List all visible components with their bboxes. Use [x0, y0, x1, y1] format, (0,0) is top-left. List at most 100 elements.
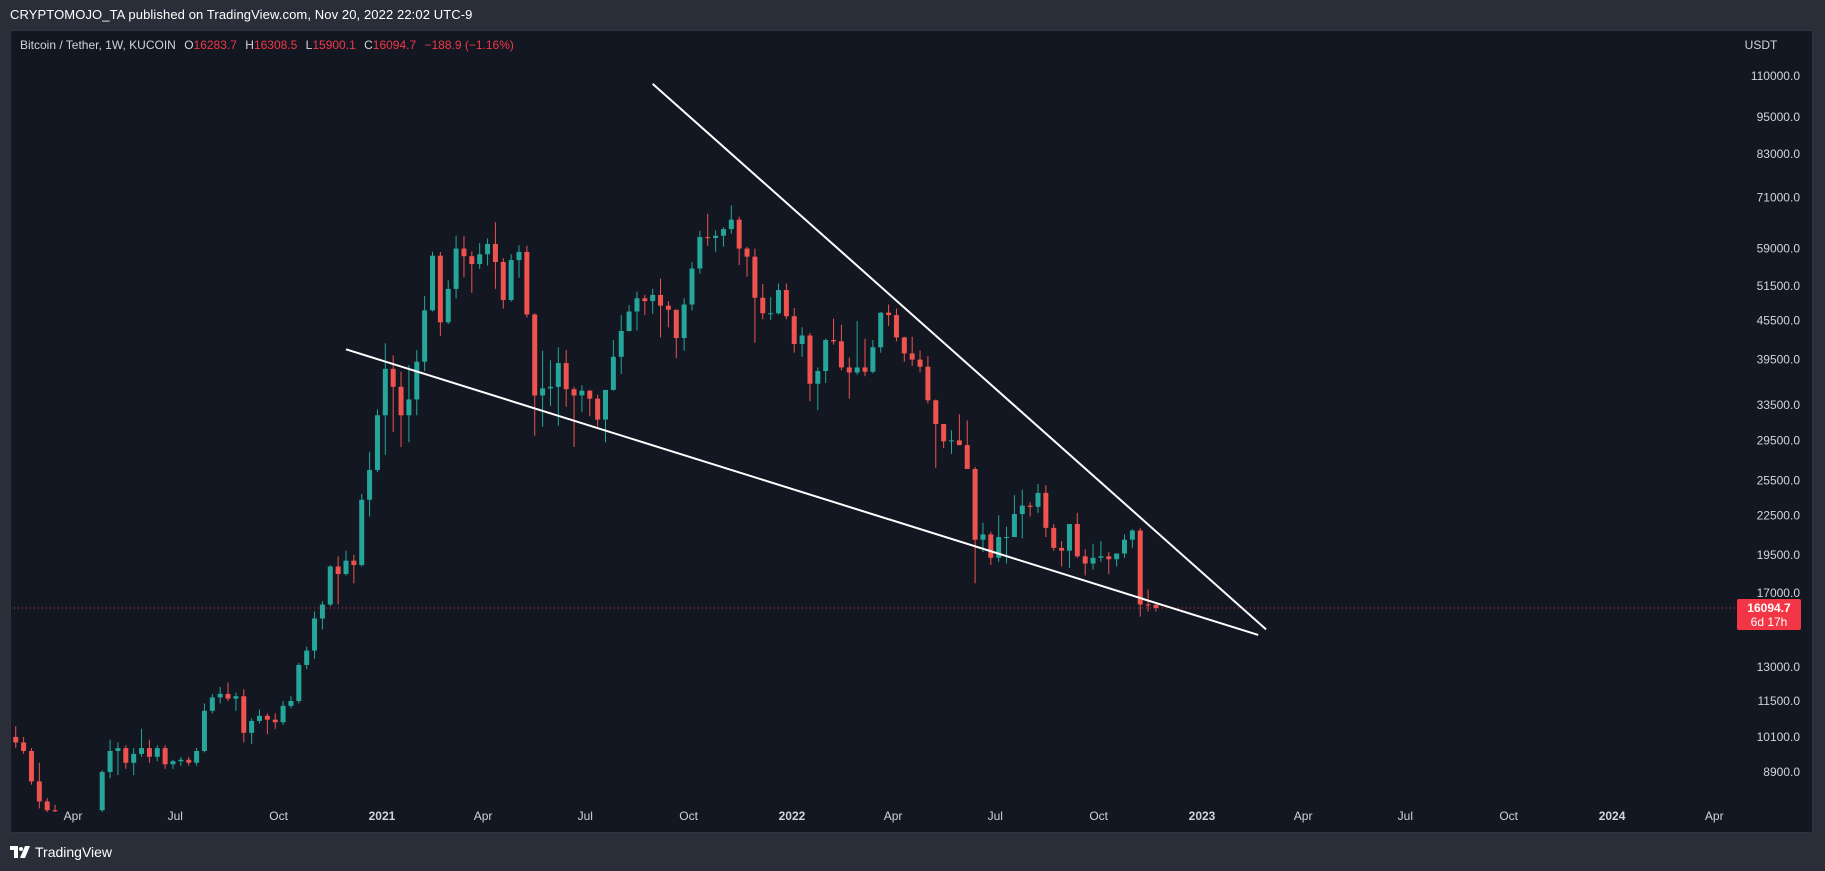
candle-body[interactable]: [807, 335, 813, 384]
candle-body[interactable]: [1153, 604, 1159, 609]
candle-body[interactable]: [532, 314, 538, 396]
candle-body[interactable]: [1004, 537, 1010, 539]
candle-body[interactable]: [728, 219, 734, 230]
candle-body[interactable]: [36, 781, 42, 802]
candle-body[interactable]: [241, 696, 247, 733]
candle-body[interactable]: [524, 251, 530, 315]
candle-body[interactable]: [996, 537, 1002, 558]
candle-body[interactable]: [862, 367, 868, 372]
candle-body[interactable]: [713, 235, 719, 238]
candle-body[interactable]: [335, 566, 341, 574]
candle-body[interactable]: [28, 750, 34, 782]
candle-body[interactable]: [815, 371, 821, 384]
candle-body[interactable]: [964, 445, 970, 469]
candle-body[interactable]: [201, 710, 207, 751]
candle-body[interactable]: [52, 810, 58, 812]
candle-body[interactable]: [720, 229, 726, 236]
candle-body[interactable]: [555, 363, 561, 387]
candle-body[interactable]: [453, 248, 459, 289]
candle-body[interactable]: [5, 737, 10, 751]
candle-body[interactable]: [1035, 492, 1041, 507]
candle-body[interactable]: [485, 243, 491, 255]
candle-body[interactable]: [1090, 557, 1096, 564]
candle-body[interactable]: [603, 389, 608, 420]
candle-body[interactable]: [492, 243, 498, 263]
candle-body[interactable]: [1122, 539, 1127, 554]
candle-body[interactable]: [752, 256, 758, 298]
candle-body[interactable]: [681, 304, 687, 339]
candle-body[interactable]: [139, 748, 145, 754]
candle-body[interactable]: [280, 705, 286, 723]
candle-body[interactable]: [312, 618, 318, 651]
candle-body[interactable]: [579, 390, 585, 396]
candle-body[interactable]: [658, 294, 664, 306]
upper-trendline[interactable]: [652, 83, 1267, 631]
candle-body[interactable]: [367, 470, 373, 500]
candle-body[interactable]: [1059, 547, 1065, 551]
candle-body[interactable]: [390, 368, 396, 387]
candle-body[interactable]: [264, 715, 270, 720]
candle-body[interactable]: [634, 298, 640, 312]
last-price-tag[interactable]: [1737, 599, 1801, 631]
candle-body[interactable]: [642, 298, 648, 302]
candle-body[interactable]: [359, 499, 365, 566]
candle-body[interactable]: [115, 748, 121, 751]
candle-body[interactable]: [610, 356, 616, 390]
candle-body[interactable]: [823, 339, 829, 372]
candle-body[interactable]: [988, 534, 994, 558]
symbol-title[interactable]: Bitcoin / Tether, 1W, KUCOIN: [20, 38, 176, 52]
candle-body[interactable]: [209, 697, 215, 711]
candle-body[interactable]: [791, 316, 797, 344]
candle-body[interactable]: [1043, 492, 1049, 528]
candle-body[interactable]: [154, 748, 160, 757]
candle-body[interactable]: [933, 400, 939, 424]
candle-body[interactable]: [1027, 505, 1033, 507]
candle-body[interactable]: [626, 311, 632, 332]
candle-body[interactable]: [21, 742, 27, 751]
candle-body[interactable]: [878, 312, 884, 348]
candle-body[interactable]: [595, 398, 601, 420]
candle-body[interactable]: [1019, 505, 1025, 515]
candle-body[interactable]: [571, 389, 577, 396]
candle-body[interactable]: [233, 696, 239, 699]
candle-body[interactable]: [540, 388, 546, 396]
candle-body[interactable]: [799, 335, 805, 344]
candle-body[interactable]: [854, 367, 860, 373]
candle-body[interactable]: [382, 368, 388, 416]
candle-body[interactable]: [893, 315, 899, 338]
candle-body[interactable]: [956, 440, 962, 446]
candle-body[interactable]: [304, 650, 310, 665]
candle-body[interactable]: [980, 534, 986, 540]
candle-body[interactable]: [1098, 556, 1104, 558]
candle-body[interactable]: [469, 256, 475, 265]
candle-body[interactable]: [146, 748, 152, 757]
candle-body[interactable]: [1066, 524, 1072, 551]
tradingview-brand[interactable]: TradingView: [10, 844, 112, 860]
candle-body[interactable]: [783, 289, 789, 317]
candle-body[interactable]: [673, 309, 679, 339]
candle-body[interactable]: [445, 288, 451, 323]
candle-body[interactable]: [319, 604, 325, 619]
candle-body[interactable]: [422, 310, 428, 362]
candle-body[interactable]: [587, 390, 593, 399]
candle-body[interactable]: [430, 255, 435, 311]
candle-body[interactable]: [374, 415, 380, 471]
candle-body[interactable]: [186, 759, 192, 763]
candle-body[interactable]: [1074, 524, 1080, 557]
candle-body[interactable]: [909, 353, 915, 360]
candle-body[interactable]: [846, 367, 852, 373]
candle-body[interactable]: [886, 312, 892, 316]
candle-body[interactable]: [760, 297, 766, 314]
candle-body[interactable]: [44, 801, 50, 811]
candle-body[interactable]: [225, 693, 231, 699]
candle-body[interactable]: [437, 255, 443, 323]
candle-body[interactable]: [272, 719, 278, 723]
candle-body[interactable]: [972, 468, 978, 540]
candle-body[interactable]: [516, 251, 522, 261]
candle-body[interactable]: [257, 715, 262, 721]
candle-body[interactable]: [414, 361, 420, 400]
candle-body[interactable]: [831, 339, 837, 342]
candle-body[interactable]: [406, 399, 412, 416]
candle-body[interactable]: [194, 750, 200, 763]
